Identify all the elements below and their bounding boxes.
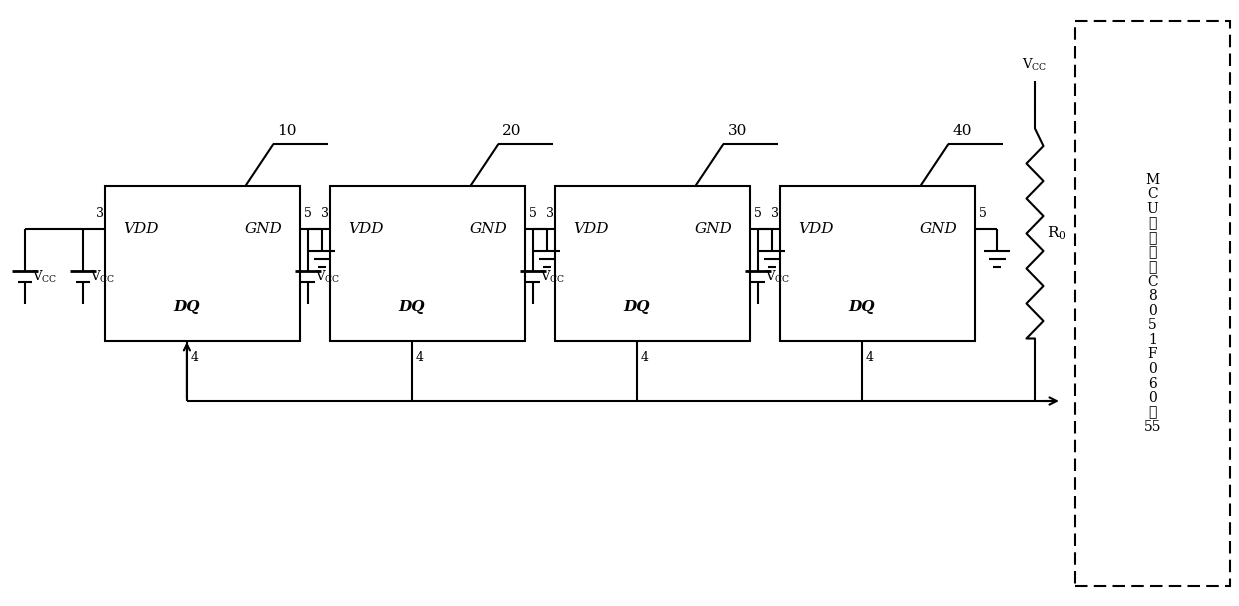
Text: 5: 5 bbox=[979, 207, 987, 221]
Text: 4: 4 bbox=[416, 351, 424, 364]
Bar bbox=[105, 186, 300, 341]
Bar bbox=[330, 186, 525, 341]
Text: 20: 20 bbox=[502, 124, 522, 138]
Text: $\mathregular{V_{CC}}$: $\mathregular{V_{CC}}$ bbox=[1022, 57, 1048, 73]
Bar bbox=[1075, 21, 1230, 586]
Bar bbox=[781, 186, 975, 341]
Text: 30: 30 bbox=[727, 124, 747, 138]
Text: VDD: VDD bbox=[123, 222, 159, 236]
Text: GND: GND bbox=[244, 222, 282, 236]
Text: 5: 5 bbox=[304, 207, 312, 221]
Text: GND: GND bbox=[694, 222, 732, 236]
Text: 4: 4 bbox=[191, 351, 199, 364]
Text: $\mathregular{V_{CC}}$: $\mathregular{V_{CC}}$ bbox=[32, 269, 57, 285]
Text: 3: 3 bbox=[95, 207, 104, 221]
Bar bbox=[555, 186, 750, 341]
Text: VDD: VDD bbox=[348, 222, 384, 236]
Text: DQ: DQ bbox=[399, 300, 425, 314]
Text: $\mathregular{R_0}$: $\mathregular{R_0}$ bbox=[1047, 225, 1067, 242]
Text: $\mathregular{V_{CC}}$: $\mathregular{V_{CC}}$ bbox=[540, 269, 565, 285]
Text: 5: 5 bbox=[529, 207, 536, 221]
Text: $\mathregular{V_{CC}}$: $\mathregular{V_{CC}}$ bbox=[315, 269, 341, 285]
Text: GND: GND bbox=[470, 222, 507, 236]
Text: GND: GND bbox=[919, 222, 957, 236]
Text: 3: 3 bbox=[546, 207, 554, 221]
Text: 3: 3 bbox=[771, 207, 779, 221]
Text: 3: 3 bbox=[321, 207, 330, 221]
Text: DQ: DQ bbox=[849, 300, 875, 314]
Text: $\mathregular{V_{CC}}$: $\mathregular{V_{CC}}$ bbox=[764, 269, 790, 285]
Text: VDD: VDD bbox=[572, 222, 608, 236]
Text: $\mathregular{V_{CC}}$: $\mathregular{V_{CC}}$ bbox=[90, 269, 115, 285]
Text: DQ: DQ bbox=[173, 300, 201, 314]
Text: 5: 5 bbox=[755, 207, 762, 221]
Text: VDD: VDD bbox=[798, 222, 834, 236]
Text: 4: 4 bbox=[641, 351, 649, 364]
Text: M
C
U
主
控
单
元
C
8
0
5
1
F
0
6
0
脚
55: M C U 主 控 单 元 C 8 0 5 1 F 0 6 0 脚 55 bbox=[1144, 173, 1161, 434]
Text: 40: 40 bbox=[953, 124, 971, 138]
Text: DQ: DQ bbox=[623, 300, 650, 314]
Text: 10: 10 bbox=[278, 124, 297, 138]
Text: 4: 4 bbox=[866, 351, 873, 364]
